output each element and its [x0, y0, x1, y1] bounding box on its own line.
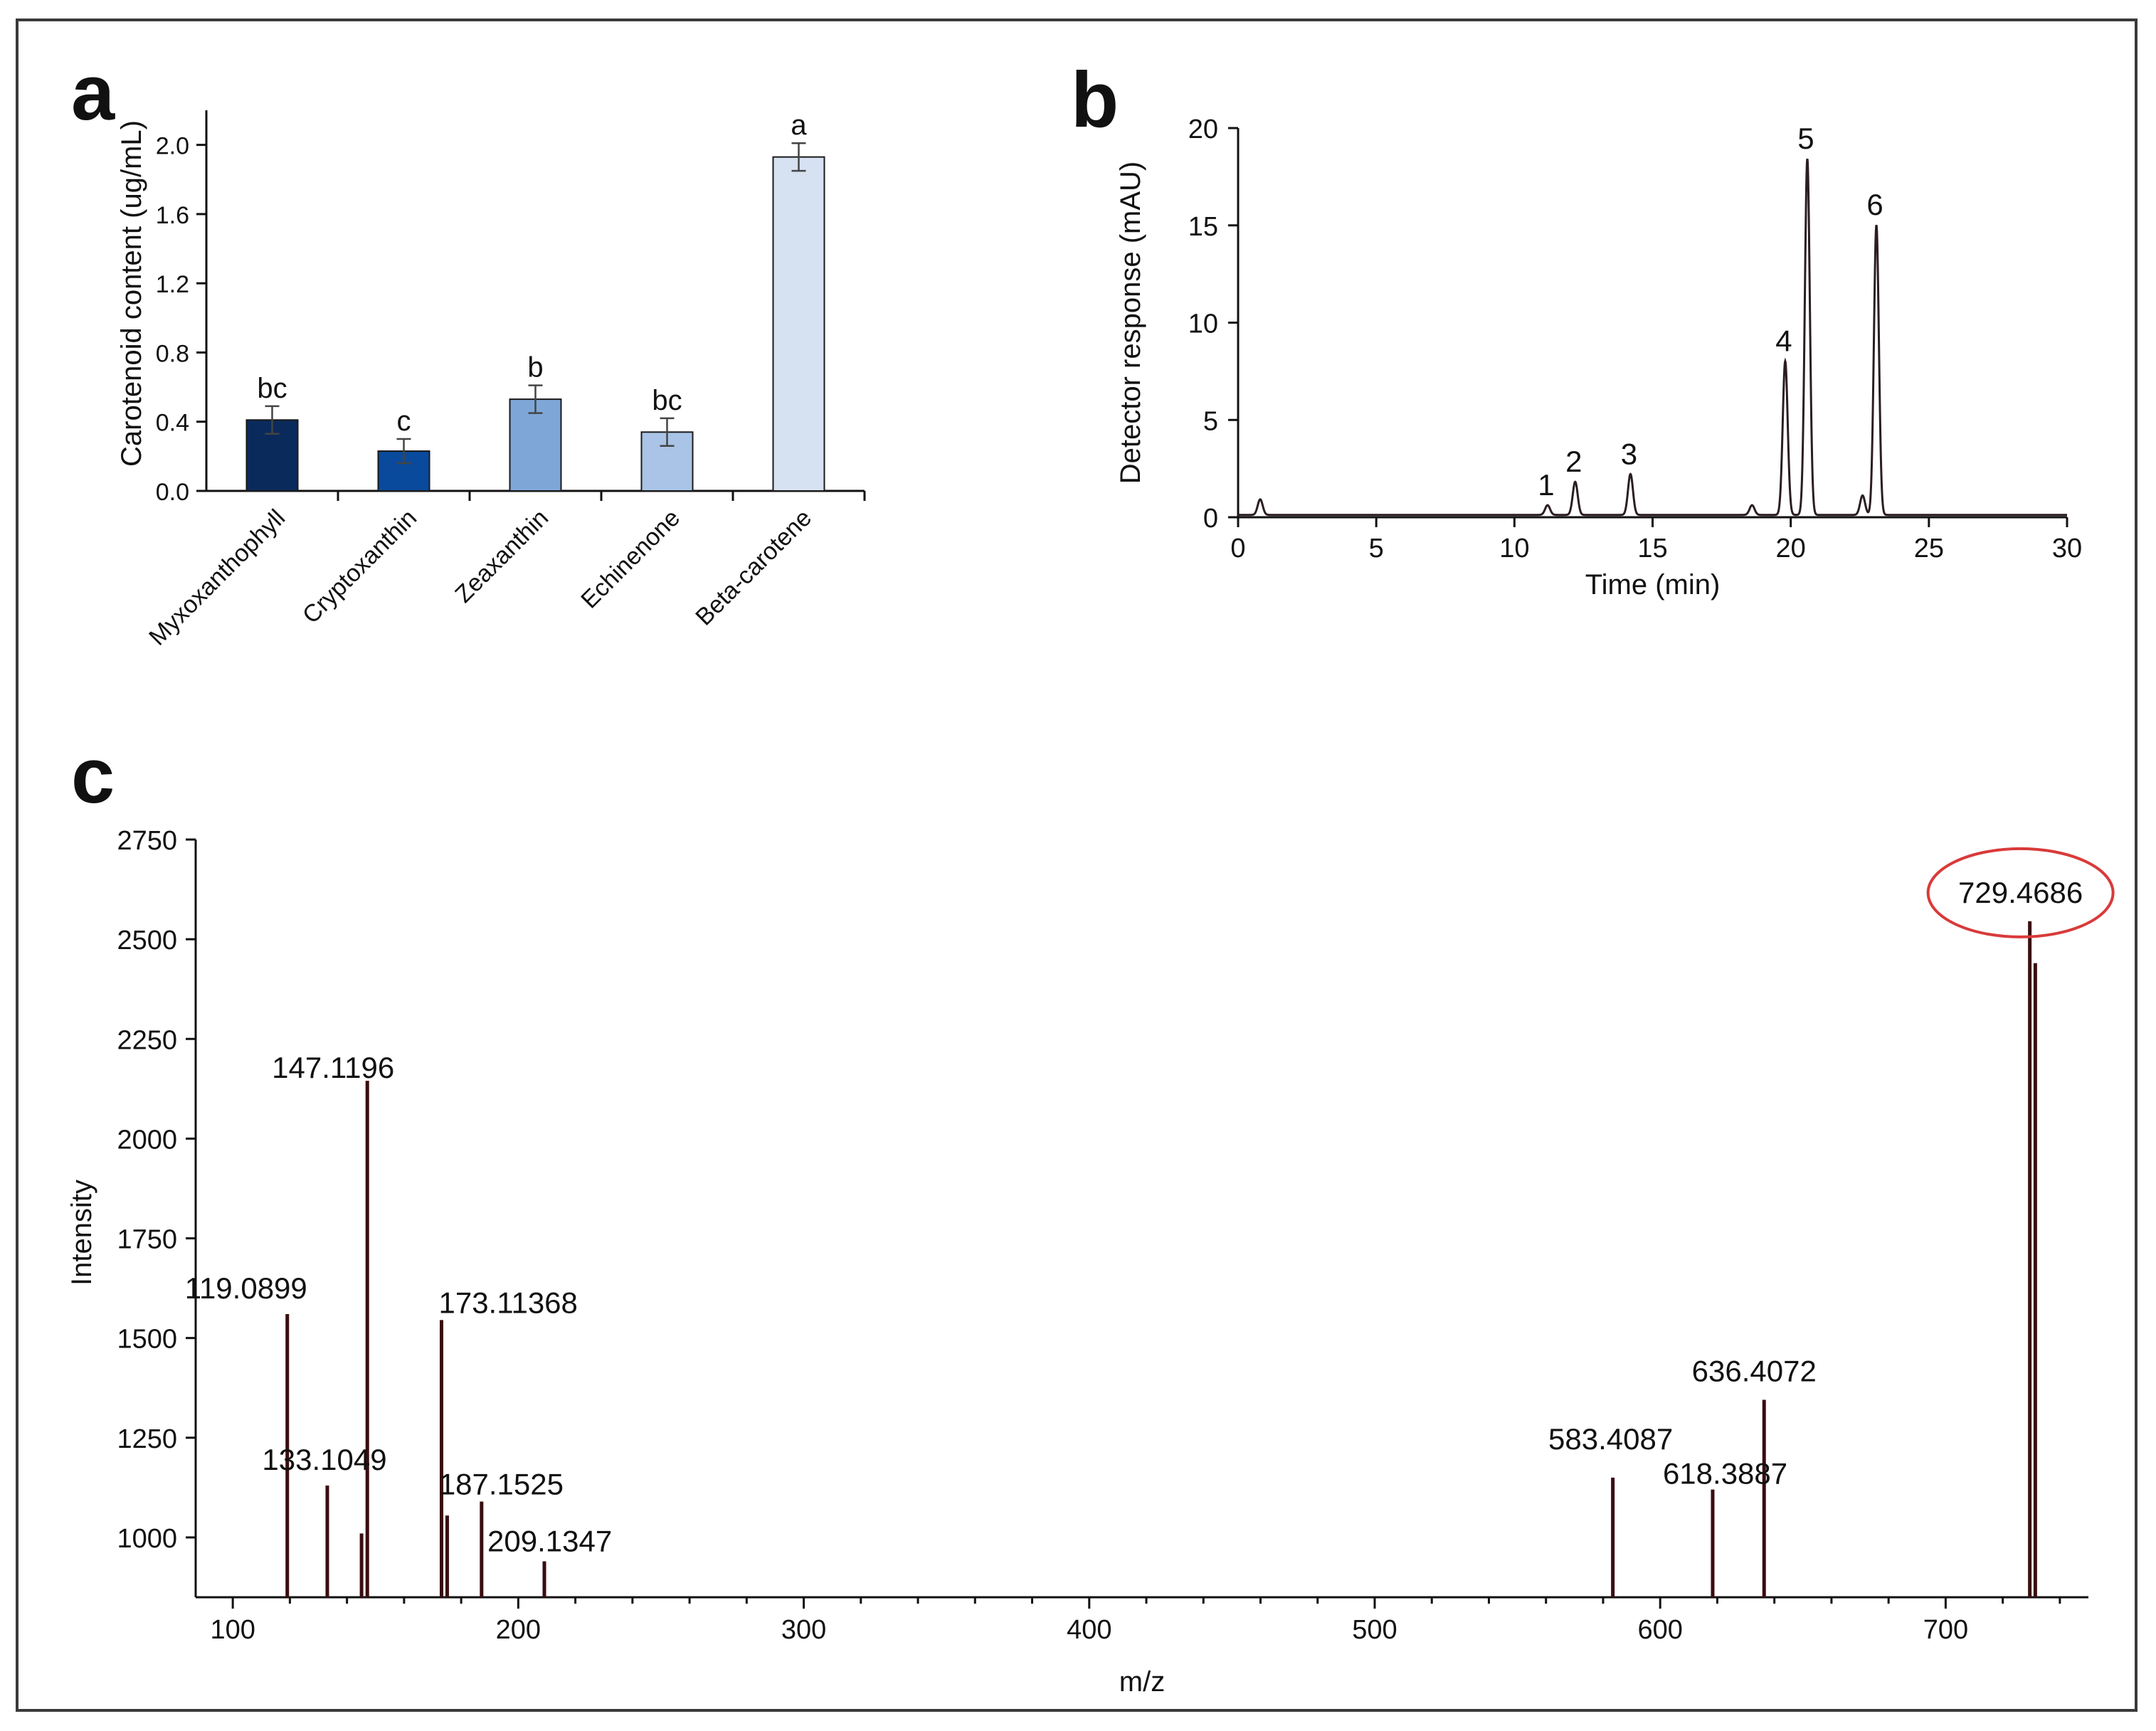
- panel-c-letter: c: [71, 732, 115, 820]
- x-tick-label: 30: [2052, 534, 2082, 563]
- peak-mz-label: 147.1196: [272, 1051, 394, 1084]
- peak-number-label: 1: [1538, 468, 1554, 502]
- bar: [245, 419, 299, 492]
- x-tick-label: 300: [781, 1615, 826, 1645]
- significance-letter: c: [397, 406, 411, 437]
- peak-mz-label: 187.1525: [439, 1467, 564, 1500]
- panel-b-letter: b: [1071, 56, 1119, 144]
- y-tick-label: 0.8: [156, 340, 189, 367]
- category-label: Zeaxanthin: [450, 504, 554, 608]
- category-label: Cryptoxanthin: [297, 504, 422, 629]
- x-tick-label: 20: [1776, 534, 1806, 563]
- peak-number-label: 4: [1775, 324, 1792, 358]
- x-tick-label: 200: [496, 1615, 541, 1645]
- panel-b-chromatogram: b 0 5 10 15 20 0 5 10 15 20 25 30 12 3 4 5 6 Time (min) Det…: [1071, 56, 2082, 600]
- x-tick-label: 700: [1923, 1615, 1968, 1645]
- x-tick-label: 100: [210, 1615, 255, 1645]
- significance-letter: b: [527, 352, 543, 383]
- x-tick-label: 5: [1369, 534, 1384, 563]
- y-tick-label: 1750: [117, 1225, 177, 1255]
- y-tick-label: 1.6: [156, 202, 189, 229]
- x-tick-label: 25: [1914, 534, 1944, 563]
- panel-c-mass-spectrum: c 1000 1250 1500 1750 2000 2250 2500 2750 100 200 3…: [66, 732, 2115, 1698]
- category-label: Beta-carotene: [690, 504, 817, 631]
- peak-number-label: 6: [1866, 188, 1883, 221]
- x-tick-label: 10: [1499, 534, 1529, 563]
- x-axis-title: m/z: [1119, 1666, 1165, 1698]
- x-tick-label: 0: [1230, 534, 1245, 563]
- y-tick-label: 15: [1188, 212, 1218, 242]
- peak-mz-label: 209.1347: [487, 1525, 612, 1558]
- peak-mz-label: 583.4087: [1548, 1422, 1673, 1456]
- peak-mz-label: 618.3887: [1663, 1457, 1787, 1491]
- y-tick-label: 10: [1188, 309, 1218, 339]
- bar: [509, 398, 562, 492]
- y-tick-label: 0.0: [156, 479, 189, 506]
- x-tick-label: 400: [1067, 1615, 1111, 1645]
- y-axis-title: Detector response (mAU): [1115, 162, 1146, 484]
- panel-a-letter: a: [71, 49, 115, 137]
- x-tick-label: 600: [1637, 1615, 1682, 1645]
- y-tick-label: 2750: [117, 826, 177, 856]
- significance-letter: a: [791, 110, 807, 141]
- y-axis-title: Intensity: [66, 1180, 97, 1286]
- bar: [772, 156, 825, 492]
- category-label: Myxoxanthophyll: [144, 504, 290, 651]
- y-tick-label: 2000: [117, 1125, 177, 1155]
- x-axis-title: Time (min): [1585, 569, 1721, 600]
- y-tick-label: 1.2: [156, 271, 189, 298]
- x-tick-label: 500: [1352, 1615, 1397, 1645]
- y-tick-label: 20: [1188, 115, 1218, 144]
- y-tick-label: 0: [1203, 504, 1218, 534]
- panel-a-bar-chart: a 0.0 0.4 0.8 1.2 1.6 2.0 bc Myxoxanthophyll c Cry…: [71, 49, 866, 651]
- significance-letter: bc: [257, 373, 287, 404]
- y-tick-label: 0.4: [156, 410, 189, 437]
- peak-mz-label: 119.0899: [185, 1271, 307, 1305]
- chromatogram-trace: [1238, 159, 2067, 517]
- y-axis-title: Carotenoid content (ug/mL): [116, 120, 147, 467]
- peak-mz-label: 133.1049: [262, 1443, 386, 1476]
- figure-frame: [16, 18, 2137, 1712]
- y-tick-label: 1000: [117, 1524, 177, 1554]
- peak-mz-label: 173.11368: [438, 1286, 577, 1319]
- peak-mz-label: 636.4072: [1692, 1355, 1817, 1388]
- x-tick-label: 15: [1637, 534, 1667, 563]
- y-tick-label: 1250: [117, 1424, 177, 1454]
- peak-mz-label: 729.4686: [1958, 876, 2083, 909]
- y-tick-label: 1500: [117, 1325, 177, 1355]
- y-tick-label: 2500: [117, 926, 177, 956]
- peak-number-label: 3: [1621, 437, 1637, 470]
- y-tick-label: 5: [1203, 406, 1218, 436]
- peak-number-label: 2: [1565, 445, 1582, 478]
- y-tick-label: 2.0: [156, 133, 189, 160]
- y-tick-label: 2250: [117, 1025, 177, 1055]
- highlight-ellipse: [1926, 847, 2115, 938]
- category-label: Echinenone: [576, 504, 685, 614]
- peak-number-label: 5: [1797, 122, 1814, 155]
- significance-letter: bc: [652, 385, 682, 416]
